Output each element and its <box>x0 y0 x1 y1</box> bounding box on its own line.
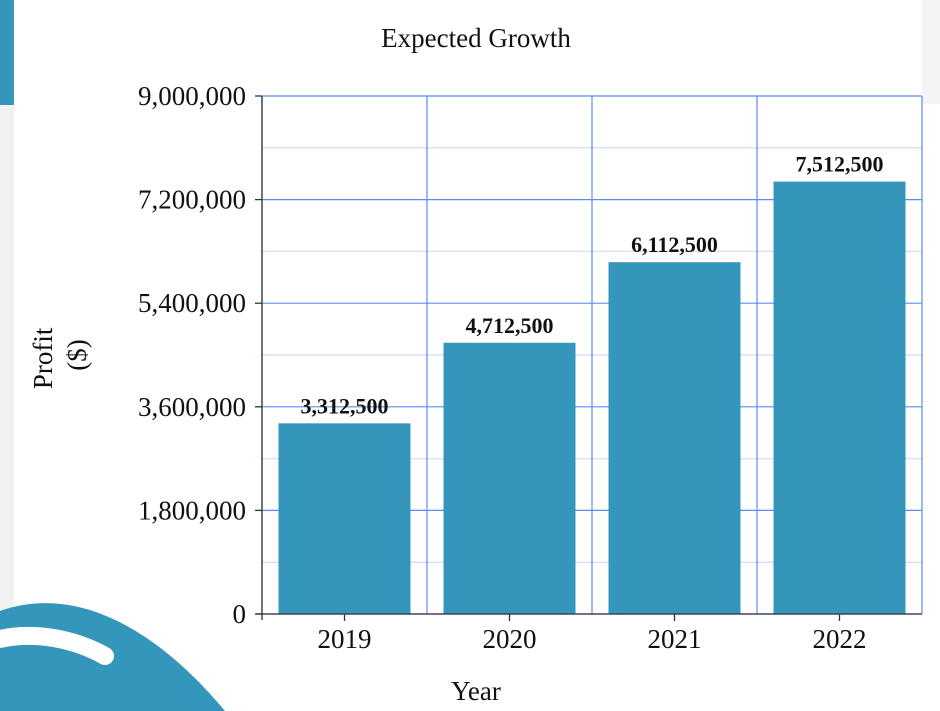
data-label: 7,512,500 <box>796 152 884 177</box>
x-tick-label: 2021 <box>648 624 702 654</box>
x-tick-label: 2019 <box>318 624 372 654</box>
bar-2022 <box>773 181 906 614</box>
y-tick-label: 0 <box>233 599 247 629</box>
y-tick-label: 3,600,000 <box>138 392 246 422</box>
y-tick-label: 7,200,000 <box>138 185 246 215</box>
bottom-left-swoosh <box>0 603 225 711</box>
top-left-accent-bar <box>0 0 14 105</box>
data-labels: 3,312,500 4,712,500 6,112,500 7,512,500 <box>301 152 884 419</box>
y-tick-label: 5,400,000 <box>138 288 246 318</box>
bar-series <box>278 181 906 614</box>
y-axis-ticks: 0 1,800,000 3,600,000 5,400,000 7,200,000 9,0… <box>138 81 262 629</box>
y-tick-label: 9,000,000 <box>138 81 246 111</box>
bar-2019 <box>278 423 411 614</box>
y-axis-label-line-1: Profit <box>28 327 58 389</box>
bar-2020 <box>443 342 576 614</box>
data-label: 3,312,500 <box>301 393 389 418</box>
bar-2021 <box>608 262 741 614</box>
x-axis-label: Year <box>451 676 501 706</box>
x-tick-label: 2022 <box>813 624 867 654</box>
data-label: 4,712,500 <box>466 313 554 338</box>
y-axis-label-line-2: ($) <box>62 339 92 370</box>
data-label: 6,112,500 <box>631 232 718 257</box>
axes <box>256 96 922 620</box>
y-axis-label: Profit ($) <box>28 321 92 389</box>
right-edge-panel <box>922 0 940 104</box>
x-tick-label: 2020 <box>483 624 537 654</box>
x-axis-ticks: 2019 2020 2021 2022 <box>318 614 867 654</box>
y-tick-label: 1,800,000 <box>138 495 246 525</box>
chart-title: Expected Growth <box>381 23 571 53</box>
